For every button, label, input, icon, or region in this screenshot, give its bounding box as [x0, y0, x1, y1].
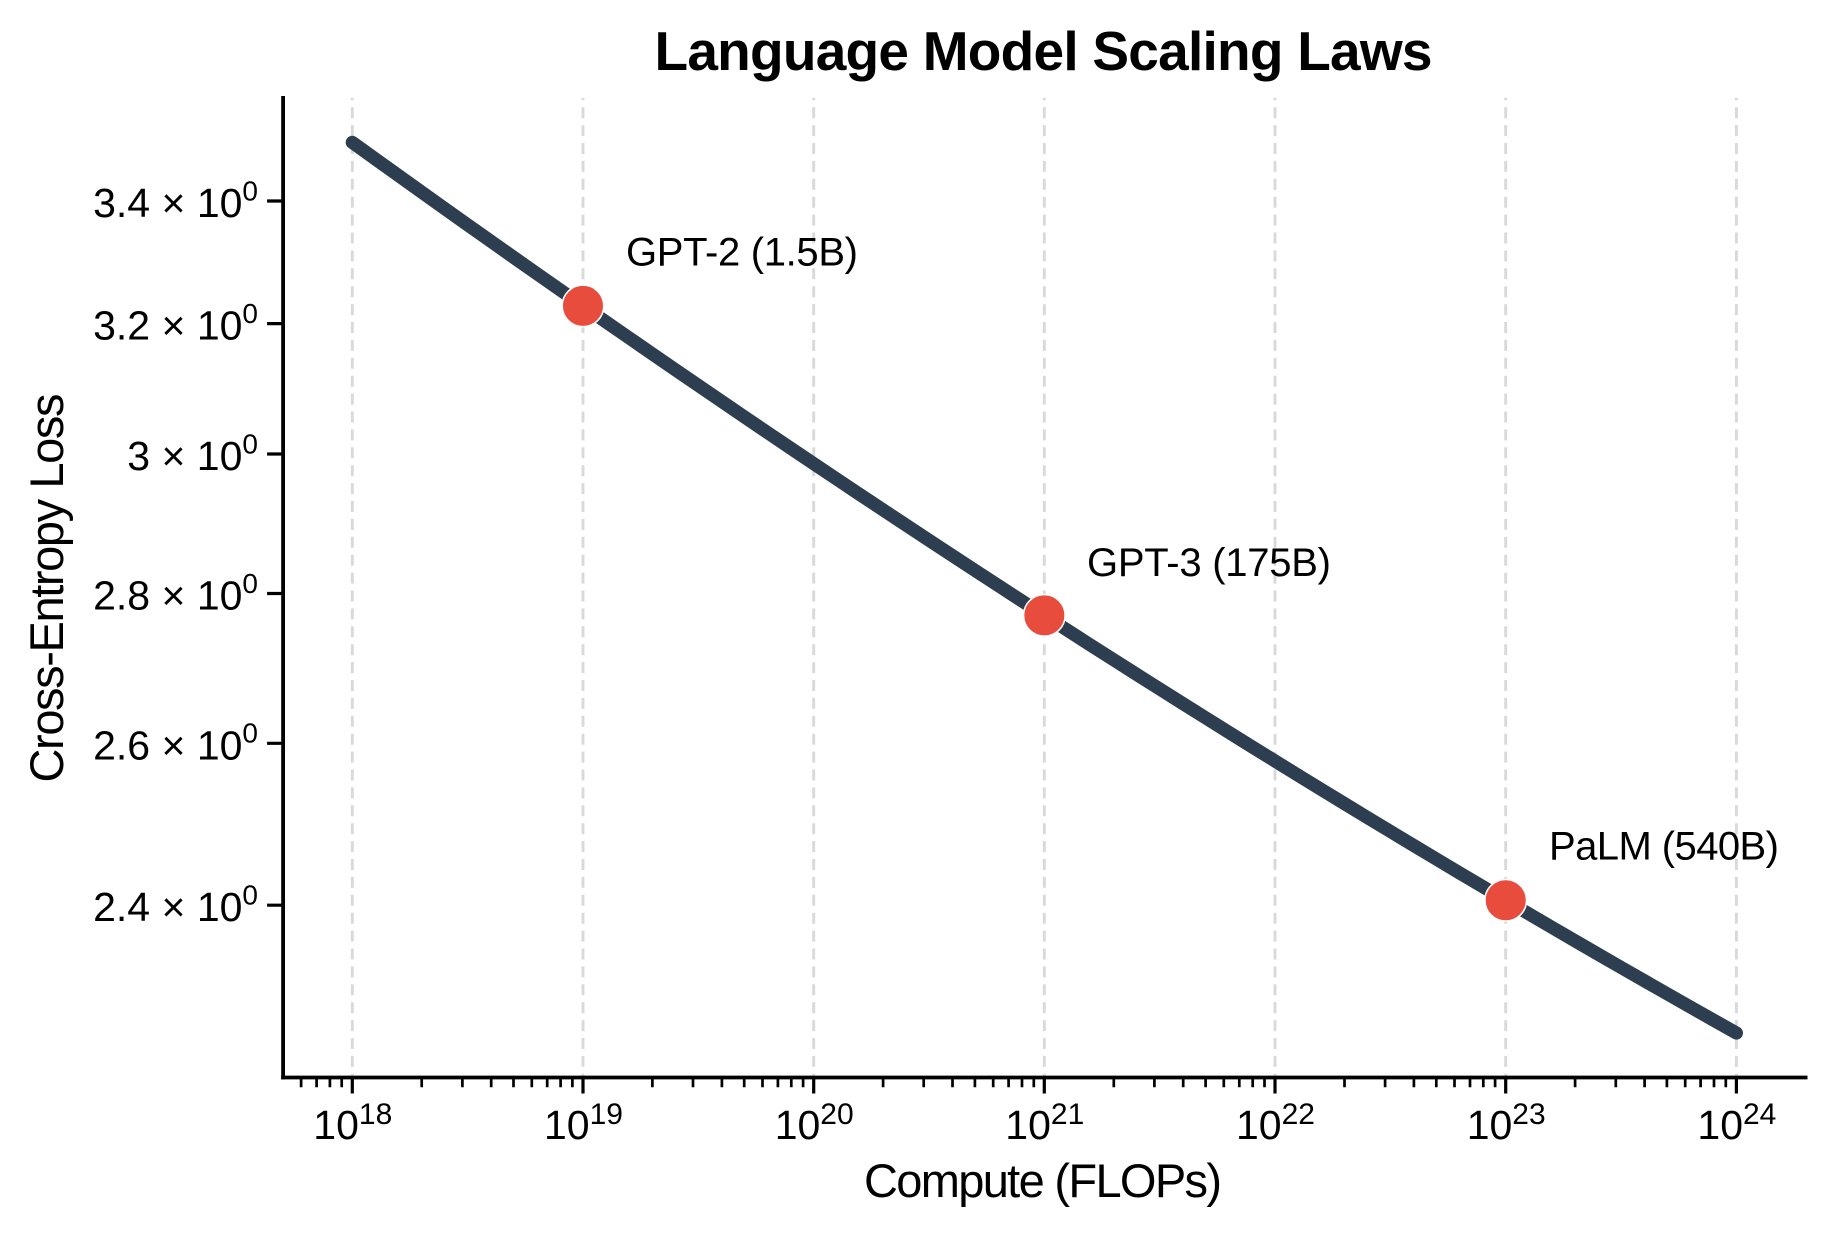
svg-text:Compute (FLOPs): Compute (FLOPs) — [864, 1154, 1222, 1207]
svg-text:3.2 × 100: 3.2 × 100 — [93, 298, 258, 349]
svg-text:3.4 × 100: 3.4 × 100 — [93, 175, 258, 226]
svg-text:2.8 × 100: 2.8 × 100 — [93, 568, 258, 619]
svg-text:Language Model Scaling Laws: Language Model Scaling Laws — [655, 20, 1433, 82]
svg-text:2.4 × 100: 2.4 × 100 — [93, 880, 258, 931]
svg-text:GPT-3 (175B): GPT-3 (175B) — [1087, 541, 1331, 585]
svg-text:2.6 × 100: 2.6 × 100 — [93, 718, 258, 769]
svg-text:3 × 100: 3 × 100 — [127, 428, 258, 479]
svg-text:GPT-2 (1.5B): GPT-2 (1.5B) — [626, 231, 858, 275]
svg-text:Cross-Entropy Loss: Cross-Entropy Loss — [20, 394, 73, 783]
svg-text:PaLM (540B): PaLM (540B) — [1549, 825, 1779, 869]
